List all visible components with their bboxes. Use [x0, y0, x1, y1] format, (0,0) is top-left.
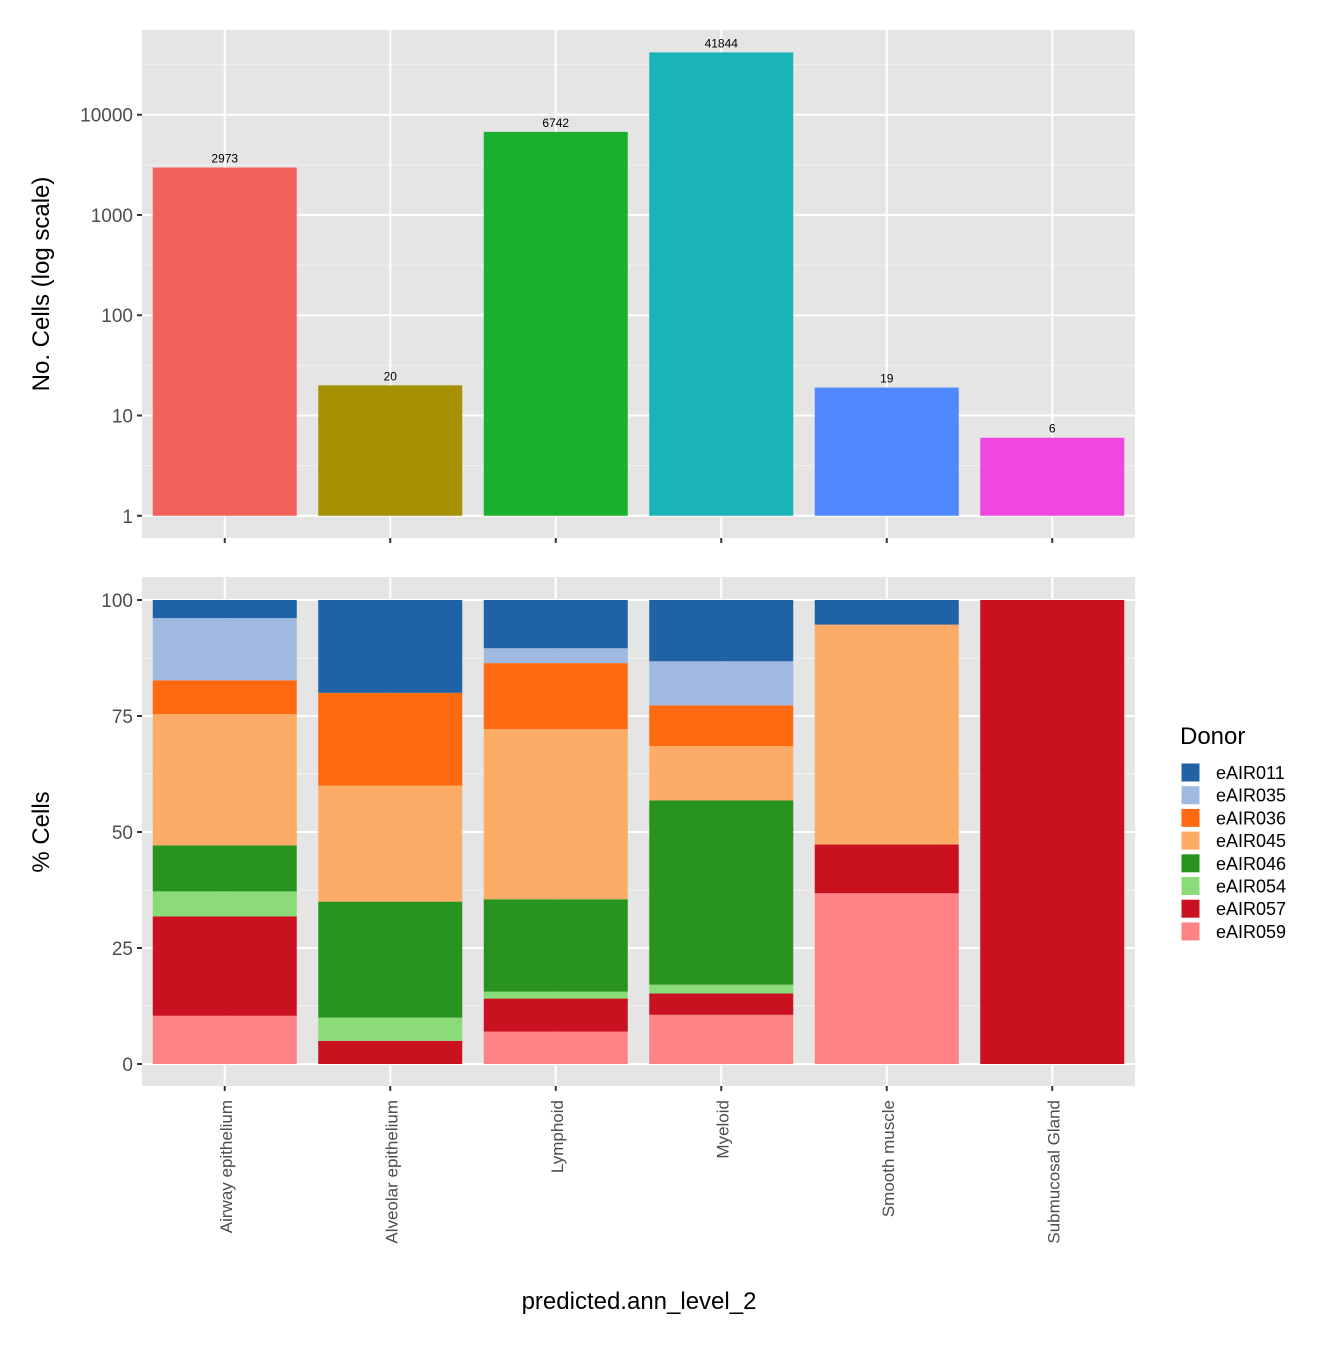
- x-axis-label: predicted.ann_level_2: [522, 1288, 757, 1315]
- bottom-panel-percent: 0 25 50 75 100 Airway epithelium Alveolar epit…: [101, 577, 1135, 1244]
- y-tick-label: 1: [122, 507, 133, 528]
- bar-segment-eAIR057: [152, 916, 297, 1016]
- bar-segment-eAIR057: [483, 998, 628, 1032]
- legend-key-eAIR011: [1180, 762, 1201, 783]
- bar-submucosal-gland: [980, 437, 1125, 516]
- legend-label: eAIR046: [1216, 854, 1286, 874]
- bar-segment-eAIR035: [152, 618, 297, 681]
- bar-segment-eAIR011: [483, 600, 628, 649]
- legend-key-eAIR045: [1180, 830, 1201, 851]
- y-tick-label: 50: [112, 823, 133, 844]
- bar-segment-eAIR054: [318, 1017, 463, 1041]
- bar-lymphoid: [483, 131, 628, 516]
- x-tick-label: Lymphoid: [548, 1100, 567, 1173]
- bar-segment-eAIR057: [649, 993, 794, 1015]
- y-tick-label: 10: [112, 407, 133, 428]
- legend-label: eAIR036: [1216, 808, 1286, 828]
- legend-label: eAIR035: [1216, 786, 1286, 806]
- bar-myeloid: [649, 52, 794, 516]
- top-y-axis-label: No. Cells (log scale): [28, 177, 55, 392]
- x-tick-label: Alveolar epithelium: [382, 1100, 401, 1244]
- data-label: 20: [384, 369, 398, 383]
- legend-label: eAIR011: [1216, 763, 1285, 783]
- bar-segment-eAIR057: [980, 600, 1125, 1064]
- data-label: 6742: [542, 116, 569, 130]
- bar-airway-epithelium: [152, 167, 297, 516]
- data-label: 19: [880, 372, 894, 386]
- bar-segment-eAIR054: [649, 984, 794, 994]
- bar-segment-eAIR057: [318, 1040, 463, 1064]
- x-tick-label: Airway epithelium: [217, 1100, 236, 1233]
- bottom-y-axis-label: % Cells: [28, 791, 55, 872]
- legend-key-eAIR059: [1180, 921, 1201, 942]
- bar-segment-eAIR036: [318, 692, 463, 786]
- legend-label: eAIR059: [1216, 922, 1286, 942]
- bar-segment-eAIR057: [814, 844, 959, 894]
- bar-segment-eAIR045: [318, 785, 463, 902]
- legend-key-eAIR036: [1180, 807, 1201, 828]
- bar-segment-eAIR054: [483, 991, 628, 999]
- bar-segment-eAIR011: [814, 600, 959, 625]
- bar-segment-eAIR045: [814, 624, 959, 845]
- bar-segment-eAIR046: [318, 901, 463, 1018]
- bar-segment-eAIR059: [483, 1031, 628, 1064]
- bar-segment-eAIR059: [152, 1015, 297, 1064]
- bar-segment-eAIR036: [649, 705, 794, 747]
- y-tick-label: 1000: [91, 206, 133, 227]
- data-label: 2973: [211, 152, 238, 166]
- bar-segment-eAIR046: [649, 800, 794, 985]
- bar-segment-eAIR036: [152, 680, 297, 715]
- bar-smooth-muscle: [814, 387, 959, 516]
- bar-segment-eAIR046: [483, 899, 628, 992]
- x-tick-label: Submucosal Gland: [1044, 1100, 1063, 1244]
- bar-segment-eAIR059: [814, 893, 959, 1064]
- y-tick-label: 25: [112, 939, 133, 960]
- top-panel-count: 1 10 100 1000 10000 2973 20 6742 41844 19 6: [80, 30, 1135, 543]
- y-tick-label: 75: [112, 707, 133, 728]
- legend-label: eAIR057: [1216, 899, 1286, 919]
- bar-segment-eAIR046: [152, 845, 297, 892]
- legend-label: eAIR054: [1216, 877, 1286, 897]
- bar-segment-eAIR059: [649, 1014, 794, 1064]
- x-tick-label: Smooth muscle: [879, 1100, 898, 1217]
- bar-segment-eAIR035: [483, 648, 628, 664]
- legend-key-eAIR046: [1180, 853, 1201, 874]
- data-label: 6: [1049, 422, 1056, 436]
- x-tick-label: Myeloid: [713, 1100, 732, 1159]
- bar-segment-eAIR045: [649, 746, 794, 801]
- bar-segment-eAIR045: [483, 728, 628, 900]
- bar-alveolar-epithelium: [318, 385, 463, 516]
- legend-key-eAIR054: [1180, 876, 1201, 896]
- data-label: 41844: [705, 36, 739, 50]
- y-tick-label: 10000: [80, 106, 133, 127]
- legend-key-eAIR035: [1180, 785, 1201, 806]
- y-tick-label: 0: [122, 1055, 133, 1076]
- legend-key-eAIR057: [1180, 898, 1201, 919]
- bar-segment-eAIR011: [649, 600, 794, 662]
- y-tick-label: 100: [101, 306, 133, 327]
- bar-segment-eAIR045: [152, 714, 297, 846]
- bar-segment-eAIR054: [152, 891, 297, 917]
- bar-segment-eAIR036: [483, 663, 628, 729]
- bar-segment-eAIR011: [152, 600, 297, 619]
- bar-segment-eAIR011: [318, 600, 463, 693]
- legend-title: Donor: [1180, 723, 1245, 750]
- legend-label: eAIR045: [1216, 831, 1286, 851]
- bar-segment-eAIR035: [649, 661, 794, 706]
- y-tick-label: 100: [101, 591, 133, 612]
